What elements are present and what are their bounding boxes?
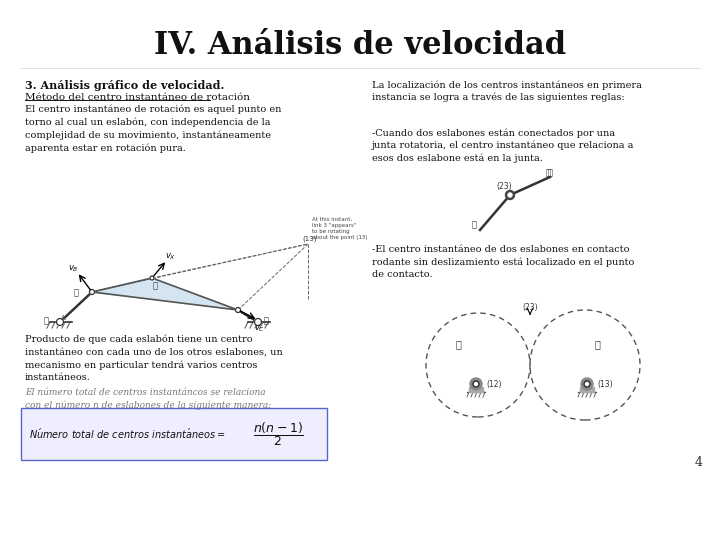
Text: Método del centro instantáneo de rotación: Método del centro instantáneo de rotació… [25, 93, 250, 102]
Text: -El centro instantáneo de dos eslabones en contacto
rodante sin deslizamiento es: -El centro instantáneo de dos eslabones … [372, 245, 634, 279]
Text: (23): (23) [522, 303, 538, 312]
Circle shape [585, 382, 588, 386]
Text: (23): (23) [496, 182, 512, 191]
Text: $\dfrac{n(n-1)}{2}$: $\dfrac{n(n-1)}{2}$ [253, 420, 304, 448]
Text: (13): (13) [302, 236, 317, 242]
Text: $v_X$: $v_X$ [165, 251, 176, 261]
Text: ①: ① [44, 317, 49, 325]
Text: Producto de que cada eslabón tiene un centro
instantáneo con cada uno de los otr: Producto de que cada eslabón tiene un ce… [25, 335, 283, 382]
Circle shape [235, 307, 240, 313]
Text: $\mathit{N\acute{u}mero\ total\ de\ centros\ instant\acute{a}neos}$$=$: $\mathit{N\acute{u}mero\ total\ de\ cent… [29, 427, 225, 441]
Text: $v_C$: $v_C$ [254, 323, 265, 334]
Circle shape [470, 378, 482, 390]
Circle shape [473, 381, 479, 387]
Text: A: A [61, 315, 66, 321]
Text: ④: ④ [546, 169, 551, 177]
Text: ③: ③ [595, 340, 601, 349]
Text: ②: ② [472, 221, 477, 229]
Circle shape [508, 193, 512, 197]
Polygon shape [92, 278, 238, 310]
Text: 3. Análisis gráfico de velocidad.: 3. Análisis gráfico de velocidad. [25, 80, 225, 91]
Circle shape [505, 191, 515, 199]
Text: 4: 4 [695, 456, 703, 469]
Text: At this instant,
link 3 "appears"
to be rotating
about the point (13): At this instant, link 3 "appears" to be … [312, 217, 367, 240]
Circle shape [150, 276, 154, 280]
Text: ④: ④ [264, 317, 269, 325]
Text: ②: ② [456, 340, 462, 349]
Bar [580, 387, 594, 392]
Text: (13): (13) [597, 380, 613, 389]
Text: El centro instantáneo de rotación es aquel punto en
torno al cual un eslabón, co: El centro instantáneo de rotación es aqu… [25, 105, 282, 153]
Text: ②: ② [74, 289, 79, 297]
Text: IV. Análisis de velocidad: IV. Análisis de velocidad [154, 30, 566, 61]
Text: (12): (12) [486, 380, 502, 389]
Circle shape [89, 289, 94, 294]
Text: El número total de centros instantáncos se relaciona
con el número n de eslabone: El número total de centros instantáncos … [25, 388, 271, 409]
Text: ③: ③ [548, 169, 553, 177]
Circle shape [56, 319, 63, 326]
Text: La localización de los centros instantáneos en primera
instancia se logra a trav: La localización de los centros instantán… [372, 80, 642, 103]
Text: $v_B$: $v_B$ [68, 263, 78, 273]
Bar [469, 387, 483, 392]
Text: ③: ③ [153, 282, 158, 290]
Text: -Cuando dos eslabones están conectados por una
junta rotatoria, el centro instan: -Cuando dos eslabones están conectados p… [372, 128, 634, 163]
Circle shape [254, 319, 261, 326]
Circle shape [474, 382, 477, 386]
Circle shape [581, 378, 593, 390]
Circle shape [584, 381, 590, 387]
FancyBboxPatch shape [21, 408, 327, 460]
